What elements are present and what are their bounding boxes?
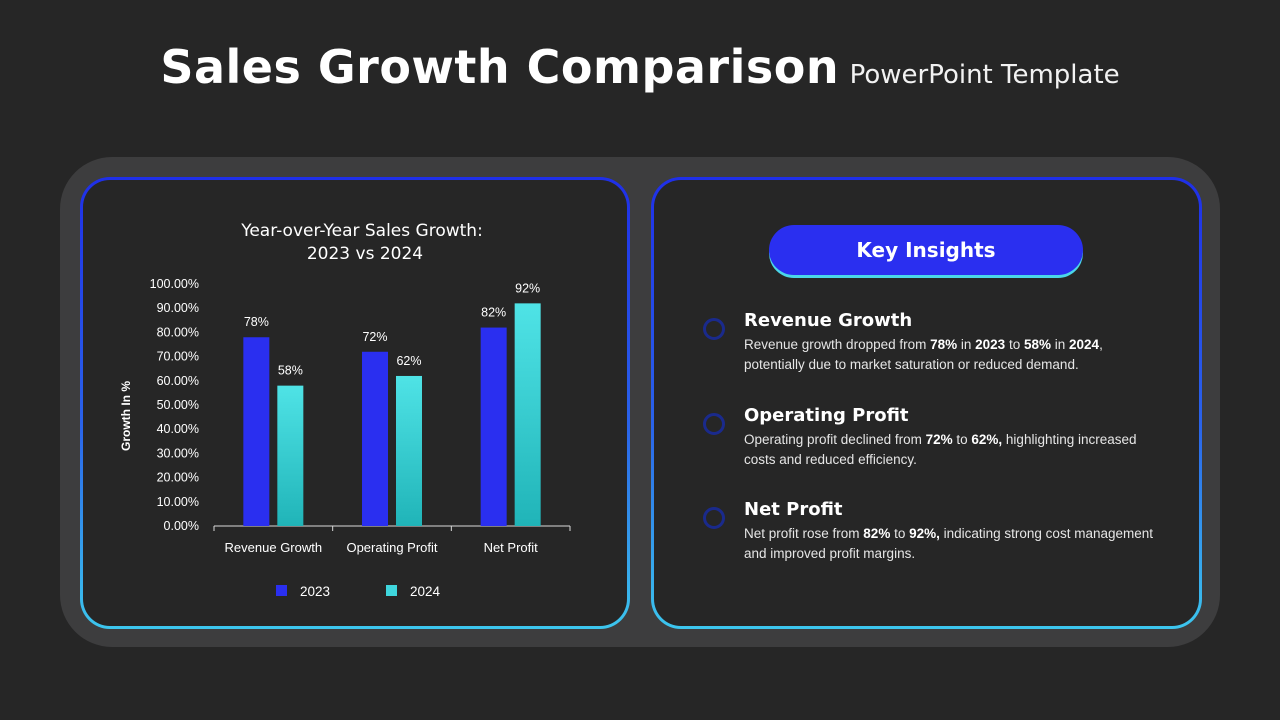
insight-text: to: [952, 432, 972, 447]
insight-title: Revenue Growth: [744, 310, 913, 331]
y-tick-label: 70.00%: [157, 350, 199, 364]
y-tick-label: 40.00%: [157, 422, 199, 436]
legend-swatch-2023: [276, 585, 287, 596]
insight-text: to: [890, 526, 910, 541]
y-tick-label: 50.00%: [157, 398, 199, 412]
insight-text: indicating strong cost management and im…: [744, 526, 1153, 561]
data-label: 78%: [244, 315, 269, 329]
legend-label-2024: 2024: [410, 584, 441, 599]
insight-highlight: 72%: [925, 432, 953, 447]
slide-title: Sales Growth Comparison PowerPoint Templ…: [0, 40, 1280, 94]
chart-subtitle: 2023 vs 2024: [307, 244, 423, 264]
insight-description: Operating profit declined from 72% to 62…: [744, 430, 1154, 470]
chart-title: Year-over-Year Sales Growth:: [240, 221, 483, 241]
data-label: 62%: [396, 354, 421, 368]
data-label: 92%: [515, 281, 540, 295]
insight-highlight: 2023: [975, 337, 1006, 352]
insight-description: Net profit rose from 82% to 92%, indicat…: [744, 524, 1154, 564]
y-tick-label: 100.00%: [150, 277, 199, 291]
insight-text: , potentially due to market saturation o…: [744, 337, 1103, 372]
insight-highlight: 92%,: [909, 526, 940, 541]
y-tick-label: 10.00%: [157, 495, 199, 509]
insight-text: highlighting increased costs and reduced…: [744, 432, 1137, 467]
circle-bullet-icon: [703, 413, 725, 435]
bar-2024-operating-profit: [396, 375, 422, 526]
circle-bullet-icon: [703, 318, 725, 340]
bar-2024-revenue-growth: [277, 385, 304, 526]
bar-2023-net-profit: [480, 327, 507, 526]
x-tick-label: Revenue Growth: [225, 540, 323, 555]
x-tick-label: Net Profit: [484, 540, 539, 555]
y-tick-label: 30.00%: [157, 446, 199, 460]
insight-text: in: [1051, 337, 1070, 352]
insight-highlight: 2024: [1069, 337, 1100, 352]
chart-card: [80, 177, 630, 629]
insight-text: Net profit rose from: [744, 526, 864, 541]
y-tick-label: 20.00%: [157, 471, 199, 485]
title-main: Sales Growth Comparison: [160, 40, 840, 94]
insight-highlight: 62%,: [971, 432, 1003, 447]
insight-title: Net Profit: [744, 499, 843, 520]
data-label: 72%: [362, 330, 387, 344]
y-tick-label: 90.00%: [157, 301, 199, 315]
y-tick-label: 0.00%: [164, 519, 199, 533]
key-insights-heading: Key Insights: [769, 225, 1083, 275]
insight-text: in: [957, 337, 976, 352]
bar-2023-revenue-growth: [243, 337, 270, 526]
x-tick-label: Operating Profit: [346, 540, 437, 555]
title-subtitle: PowerPoint Template: [849, 60, 1120, 90]
y-tick-label: 80.00%: [157, 325, 199, 339]
insight-text: Operating profit declined from: [744, 432, 926, 447]
circle-bullet-icon: [703, 507, 725, 529]
y-axis-label: Growth In %: [119, 381, 133, 451]
data-label: 82%: [481, 306, 506, 320]
insight-title: Operating Profit: [744, 405, 909, 426]
bar-2023-operating-profit: [362, 351, 388, 526]
legend-label-2023: 2023: [300, 584, 330, 599]
insight-highlight: 78%: [930, 337, 958, 352]
insight-text: to: [1005, 337, 1024, 352]
data-label: 58%: [278, 364, 303, 378]
insight-text: Revenue growth dropped from: [744, 337, 931, 352]
legend-swatch-2024: [386, 585, 397, 596]
y-tick-label: 60.00%: [157, 374, 199, 388]
insight-highlight: 82%: [863, 526, 891, 541]
insight-highlight: 58%: [1023, 337, 1051, 352]
insight-description: Revenue growth dropped from 78% in 2023 …: [744, 335, 1154, 375]
bar-2024-net-profit: [514, 303, 541, 526]
